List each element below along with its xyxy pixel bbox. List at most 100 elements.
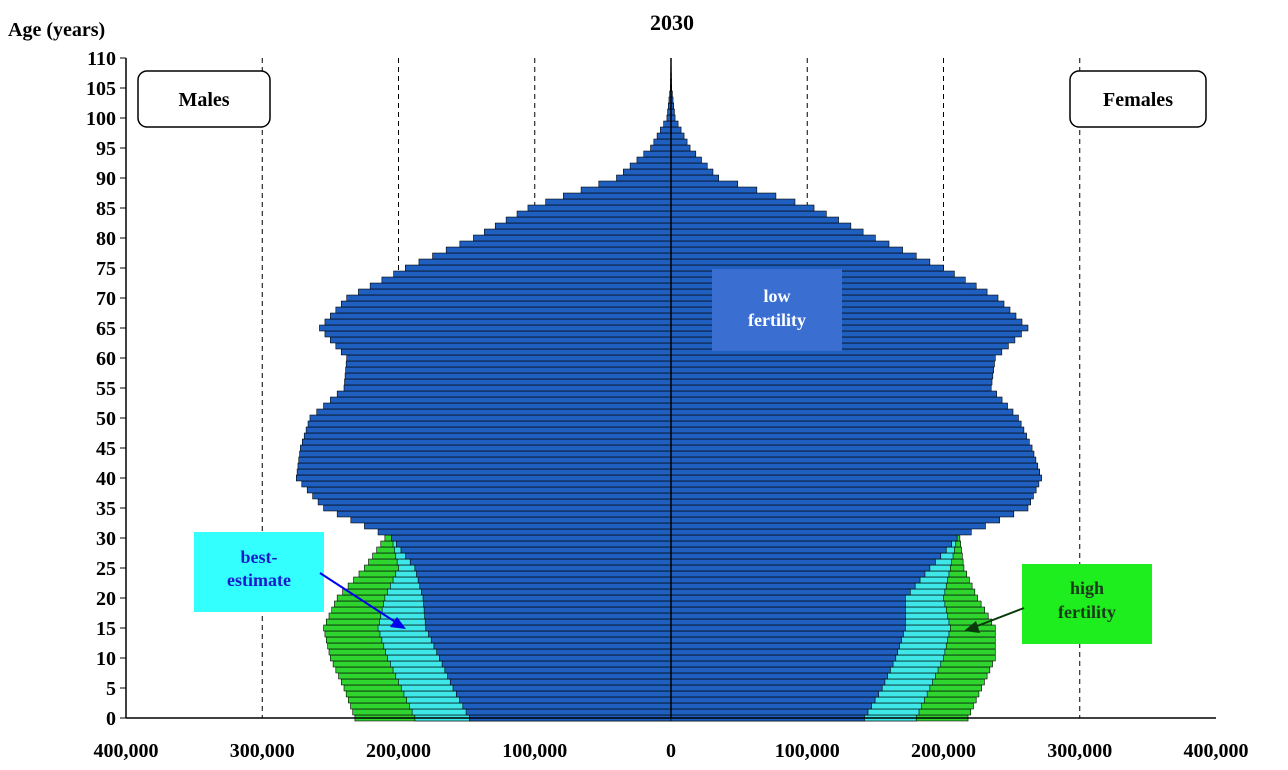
bar-female — [670, 504, 1029, 512]
bar-female — [670, 690, 879, 698]
bar-male — [449, 678, 672, 686]
high-fertility-arrow — [971, 607, 1025, 629]
best-estimate-arrow — [319, 572, 401, 626]
y-axis-label: Age (years) — [8, 19, 105, 41]
bar-female — [670, 414, 1019, 422]
bar-male — [424, 618, 672, 626]
bar-male — [623, 168, 672, 176]
bar-female — [670, 600, 906, 608]
bar-male — [663, 120, 672, 128]
annotation-line: fertility — [1058, 602, 1116, 622]
bar-male — [396, 540, 672, 548]
bar-male — [616, 174, 672, 182]
bar-male — [336, 390, 672, 398]
bar-male — [335, 342, 672, 350]
bar-male — [323, 402, 672, 410]
bar-female — [670, 558, 936, 566]
bar-female — [670, 546, 947, 554]
y-tick-label: 45 — [96, 438, 116, 460]
bar-female — [670, 228, 864, 236]
bar-female — [670, 450, 1035, 458]
bar-female — [670, 576, 921, 584]
bar-male — [452, 684, 672, 692]
bar-male — [432, 252, 672, 260]
bar-female — [670, 186, 758, 194]
x-tick-label: 400,000 — [94, 740, 159, 762]
bar-male — [516, 210, 672, 218]
bar-male — [436, 648, 672, 656]
bar-female — [670, 630, 904, 638]
bar-female — [670, 198, 796, 206]
bar-male — [527, 204, 672, 212]
x-tick-label: 0 — [666, 740, 676, 762]
bar-male — [484, 228, 672, 236]
bar-male — [428, 630, 672, 638]
bar-male — [369, 282, 672, 290]
bar-male — [393, 270, 672, 278]
bar-male — [346, 354, 672, 362]
bar-male — [494, 222, 672, 230]
bar-female — [670, 612, 906, 620]
bar-male — [391, 534, 672, 542]
y-tick-label: 20 — [96, 588, 116, 610]
y-tick-label: 90 — [96, 168, 116, 190]
bar-male — [433, 642, 672, 650]
bar-female — [670, 588, 911, 596]
bar-female — [670, 120, 679, 128]
males-legend-box: Males — [137, 70, 271, 128]
bar-male — [340, 348, 672, 356]
bar-male — [462, 702, 672, 710]
bar-female — [670, 246, 903, 254]
bar-female — [670, 696, 876, 704]
x-tick-label: 300,000 — [1047, 740, 1112, 762]
y-tick-label: 105 — [86, 78, 116, 100]
bar-male — [350, 516, 672, 524]
bar-female — [670, 708, 869, 716]
x-tick-labels: 400,000 300,000 200,000 100,000 0 100,000 200,… — [94, 740, 1249, 762]
bar-female — [670, 366, 994, 374]
best-estimate-arrowhead — [390, 617, 406, 629]
bar-female — [670, 654, 897, 662]
bar-female — [670, 192, 777, 200]
bar-male — [307, 420, 672, 428]
bar-female — [670, 534, 958, 542]
bar-female — [670, 624, 906, 632]
annotation-high-fertility: high fertility — [964, 564, 1152, 644]
bar-female — [670, 594, 906, 602]
y-tick-label: 35 — [96, 498, 116, 520]
bar-male — [545, 198, 672, 206]
bar-female — [670, 480, 1040, 488]
bar-male — [455, 690, 672, 698]
bar-female — [670, 462, 1039, 470]
y-tick-label: 85 — [96, 198, 116, 220]
bar-female — [670, 468, 1040, 476]
bar-male — [421, 588, 672, 596]
bar-female — [670, 162, 708, 170]
bar-male — [316, 408, 672, 416]
bar-male — [377, 528, 672, 536]
y-tick-label: 95 — [96, 138, 116, 160]
bar-male — [302, 438, 672, 446]
bar-female — [670, 642, 900, 650]
bar-male — [423, 600, 672, 608]
bar-male — [340, 300, 672, 308]
bar-male — [335, 306, 672, 314]
bar-female — [670, 606, 906, 614]
bar-female — [670, 444, 1033, 452]
bar-male — [324, 330, 672, 338]
bar-female — [670, 360, 995, 368]
bar-male — [317, 498, 672, 506]
bar-male — [364, 522, 672, 530]
bar-female — [670, 474, 1042, 482]
bar-male — [312, 492, 672, 500]
y-tick-label: 100 — [86, 108, 116, 130]
females-label: Females — [1103, 89, 1173, 111]
bar-male — [306, 486, 672, 494]
bar-male — [423, 606, 672, 614]
bar-male — [445, 246, 672, 254]
bar-male — [309, 414, 672, 422]
bar-male — [405, 264, 672, 272]
bar-male — [299, 450, 672, 458]
bar-male — [324, 318, 672, 326]
males-label: Males — [178, 89, 229, 111]
